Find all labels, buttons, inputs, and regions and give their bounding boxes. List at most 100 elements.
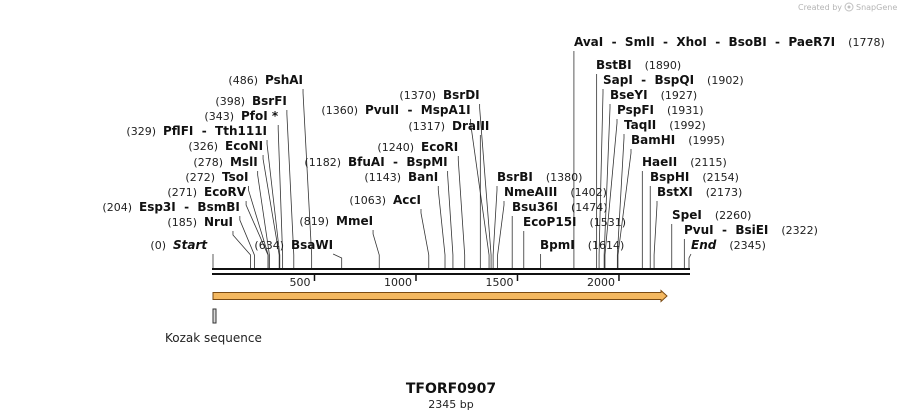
- site-position-pfoi-star: (343): [204, 110, 234, 123]
- site-sapi-bspqi[interactable]: SapI - BspQI (1902): [603, 73, 744, 87]
- site-position-bsu36i: (1474): [571, 201, 608, 214]
- site-taqii[interactable]: TaqII (1992): [624, 118, 706, 132]
- site-name-mmei: MmeI: [336, 214, 373, 228]
- site-acci[interactable]: AccI (1063): [349, 193, 421, 207]
- site-name-ecop15i: EcoP15I: [523, 215, 577, 229]
- site-esp3i-bsmbi[interactable]: Esp3I - BsmBI (204): [102, 200, 239, 214]
- leader-nrui: [232, 231, 251, 268]
- site-bsu36i[interactable]: Bsu36I (1474): [512, 200, 608, 214]
- site-ecop15i[interactable]: EcoP15I (1531): [523, 215, 626, 229]
- orf-arrow[interactable]: [212, 289, 668, 303]
- leader-pflfi-tth111i: [266, 140, 281, 268]
- created-by-text: Created by: [798, 3, 842, 12]
- kozak-sequence-box[interactable]: [212, 308, 217, 324]
- site-bsrfi[interactable]: BsrFI (398): [215, 94, 286, 108]
- site-end[interactable]: End (2345): [691, 238, 766, 252]
- leader-msli: [257, 171, 270, 268]
- leader-econi: [262, 155, 280, 268]
- site-name-nrui: NruI: [204, 215, 233, 229]
- site-pfoi-star[interactable]: PfoI * (343): [204, 109, 278, 123]
- site-bstxi[interactable]: BstXI (2173): [657, 185, 742, 199]
- leader-ecorv: [245, 201, 269, 268]
- site-name-pflfi-tth111i: PflFI - Tth111I: [163, 124, 267, 138]
- snapgene-brand-text: SnapGene: [856, 3, 897, 12]
- site-position-spei: (2260): [715, 209, 752, 222]
- site-name-avai-smli-xhoi-bsobi-paer7i: AvaI - SmlI - XhoI - BsoBI - PaeR7I: [574, 35, 835, 49]
- site-bsrdi[interactable]: BsrDI (1370): [399, 88, 479, 102]
- site-name-econi: EcoNI: [225, 139, 263, 153]
- site-name-pspfi: PspFI: [617, 103, 654, 117]
- site-bsawi[interactable]: BsaWI (634): [254, 238, 333, 252]
- site-name-end: End: [691, 238, 717, 252]
- backbone: [212, 268, 690, 275]
- site-pshai[interactable]: PshAI (486): [228, 73, 303, 87]
- site-bamhi[interactable]: BamHI (1995): [631, 133, 725, 147]
- site-name-bamhi: BamHI: [631, 133, 675, 147]
- site-draiii[interactable]: DraIII (1317): [408, 119, 489, 133]
- site-start[interactable]: Start (0): [150, 238, 208, 252]
- site-econi[interactable]: EcoNI (326): [188, 139, 263, 153]
- ruler-label-1500: 1500: [485, 276, 513, 289]
- site-position-bsrbi: (1380): [546, 171, 583, 184]
- site-bfuai-bspmi[interactable]: BfuAI - BspMI (1182): [304, 155, 447, 169]
- site-name-pshai: PshAI: [265, 73, 303, 87]
- site-name-pvuii-mspa1i: PvuII - MspA1I: [365, 103, 471, 117]
- site-name-draiii: DraIII: [452, 119, 489, 133]
- site-position-esp3i-bsmbi: (204): [102, 201, 132, 214]
- site-name-bfuai-bspmi: BfuAI - BspMI: [348, 155, 448, 169]
- features: [212, 289, 668, 324]
- site-pspfi[interactable]: PspFI (1931): [617, 103, 704, 117]
- leader-bsrbi: [492, 186, 498, 268]
- site-bpmi[interactable]: BpmI (1614): [540, 238, 624, 252]
- site-pflfi-tth111i[interactable]: PflFI - Tth111I (329): [126, 124, 267, 138]
- site-position-ecorv: (271): [167, 186, 197, 199]
- site-position-msli: (278): [193, 156, 223, 169]
- site-bani[interactable]: BanI (1143): [364, 170, 438, 184]
- site-position-bamhi: (1995): [688, 134, 725, 147]
- site-labels: Start (0) NruI (185) Esp3I - BsmBI (204) EcoRV…: [102, 35, 884, 252]
- site-name-bsu36i: Bsu36I: [512, 200, 558, 214]
- leader-end: [688, 253, 692, 268]
- site-bsphi[interactable]: BspHI (2154): [650, 170, 739, 184]
- site-msli[interactable]: MslI (278): [193, 155, 257, 169]
- site-haeii[interactable]: HaeII (2115): [642, 155, 727, 169]
- leader-tsoi: [248, 186, 269, 268]
- leader-bani: [437, 186, 446, 268]
- site-bstbi[interactable]: BstBI (1890): [596, 58, 681, 72]
- site-position-bsphi: (2154): [702, 171, 739, 184]
- leader-bsawi: [332, 253, 343, 268]
- site-mmei[interactable]: MmeI (819): [299, 214, 373, 228]
- site-position-nrui: (185): [167, 216, 197, 229]
- site-position-pvui-bsiei: (2322): [781, 224, 818, 237]
- site-bseyi[interactable]: BseYI (1927): [610, 88, 697, 102]
- site-position-start: (0): [150, 239, 166, 252]
- site-pvui-bsiei[interactable]: PvuI - BsiEI (2322): [684, 223, 818, 237]
- site-pvuii-mspa1i[interactable]: PvuII - MspA1I (1360): [321, 103, 470, 117]
- site-avai-smli-xhoi-bsobi-paer7i[interactable]: AvaI - SmlI - XhoI - BsoBI - PaeR7I (1778…: [574, 35, 885, 49]
- site-ecori[interactable]: EcoRI (1240): [377, 140, 458, 154]
- kozak-label: Kozak sequence: [165, 331, 262, 345]
- leader-bseyi: [603, 104, 611, 268]
- site-name-haeii: HaeII: [642, 155, 677, 169]
- site-position-pvuii-mspa1i: (1360): [321, 104, 358, 117]
- leader-lines: [212, 51, 692, 268]
- leader-pspfi: [604, 119, 618, 268]
- site-name-msli: MslI: [230, 155, 258, 169]
- site-name-acci: AccI: [393, 193, 421, 207]
- site-nmeaiii[interactable]: NmeAIII (1402): [504, 185, 607, 199]
- site-position-ecop15i: (1531): [590, 216, 627, 229]
- site-spei[interactable]: SpeI (2260): [672, 208, 751, 222]
- site-position-bseyi: (1927): [661, 89, 698, 102]
- leader-sapi-bspqi: [598, 89, 604, 268]
- leader-pvuii-mspa1i: [470, 119, 490, 268]
- site-bsrbi[interactable]: BsrBI (1380): [497, 170, 582, 184]
- site-nrui[interactable]: NruI (185): [167, 215, 233, 229]
- site-position-bpmi: (1614): [588, 239, 625, 252]
- leader-ecori: [457, 156, 466, 268]
- site-tsoi[interactable]: TsoI (272): [185, 170, 248, 184]
- site-name-bpmi: BpmI: [540, 238, 575, 252]
- site-name-bsawi: BsaWI: [291, 238, 333, 252]
- leader-bstxi: [653, 201, 658, 268]
- site-ecorv[interactable]: EcoRV (271): [167, 185, 246, 199]
- site-position-sapi-bspqi: (1902): [707, 74, 744, 87]
